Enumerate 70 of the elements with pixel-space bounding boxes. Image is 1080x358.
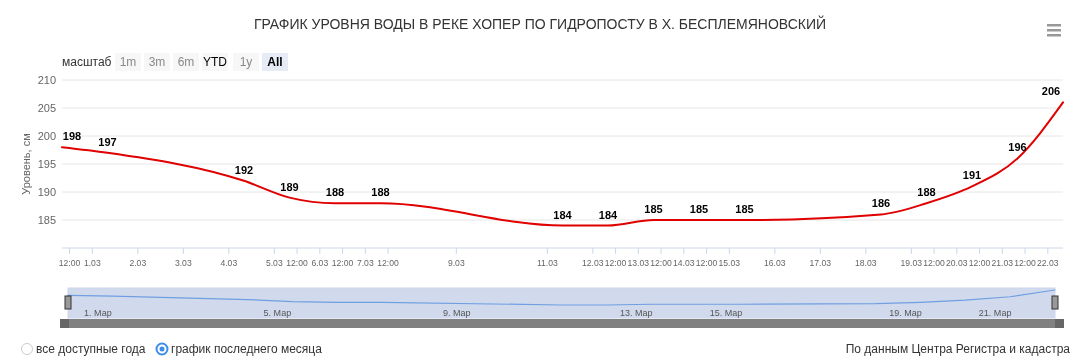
text: 1m bbox=[119, 55, 137, 69]
x-tick-label: 6.03 bbox=[311, 258, 329, 268]
text: All bbox=[267, 55, 283, 69]
x-tick-label: 12:00 bbox=[1014, 258, 1037, 268]
x-tick-label: 12:00 bbox=[650, 258, 673, 268]
data-label: 188 bbox=[371, 186, 390, 199]
data-label: 186 bbox=[871, 197, 891, 210]
y-tick-label: 205 bbox=[37, 102, 56, 114]
data-label: 188 bbox=[325, 186, 345, 199]
text: масштаб bbox=[62, 55, 112, 69]
x-tick-label: 21.03 bbox=[991, 258, 1014, 268]
x-tick-label: 21. Мар bbox=[978, 308, 1012, 318]
data-label: 185 bbox=[689, 203, 709, 215]
x-tick-label: 13. Мар bbox=[619, 308, 653, 318]
x-tick-label: 14.03 bbox=[673, 258, 695, 268]
x-tick-label: 5.03 bbox=[265, 258, 283, 268]
x-tick-label: 13.03 bbox=[627, 258, 650, 268]
x-tick-label: 12.03 bbox=[582, 258, 604, 268]
x-tick-label: 12:00 bbox=[58, 258, 81, 268]
x-tick-label: 15. Мар bbox=[709, 308, 743, 318]
x-tick-label: 12:00 bbox=[604, 258, 627, 268]
x-tick-label: 12:00 bbox=[968, 258, 991, 268]
text: По данным Центра Регистра и кадастра bbox=[845, 342, 1071, 356]
text: все доступные года bbox=[36, 342, 146, 356]
x-tick-label: 9.03 bbox=[447, 258, 465, 268]
x-tick-label: 12:00 bbox=[377, 258, 400, 268]
data-label: 206 bbox=[1041, 85, 1061, 98]
x-tick-label: 9. Мар bbox=[443, 308, 471, 318]
y-tick-label: 190 bbox=[37, 186, 56, 198]
y-tick-label: 195 bbox=[37, 158, 56, 170]
x-tick-label: 4.03 bbox=[220, 258, 238, 268]
x-tick-label: 22.03 bbox=[1037, 258, 1059, 268]
text: 3m bbox=[148, 55, 166, 69]
x-tick-label: 12:00 bbox=[923, 258, 946, 268]
x-tick-label: 20.03 bbox=[946, 258, 968, 268]
x-tick-label: 11.03 bbox=[536, 258, 558, 268]
data-label: 191 bbox=[962, 169, 982, 182]
data-label: 188 bbox=[917, 186, 936, 199]
x-tick-label: 5. Мар bbox=[263, 308, 292, 318]
y-tick-label: 200 bbox=[37, 130, 56, 142]
x-tick-label: 12:00 bbox=[695, 258, 718, 268]
data-label: 185 bbox=[735, 203, 754, 215]
y-tick-label: 185 bbox=[37, 214, 56, 226]
x-tick-label: 15.03 bbox=[718, 258, 741, 268]
text: график последнего месяца bbox=[171, 342, 323, 356]
x-tick-label: 7.03 bbox=[356, 258, 374, 268]
data-label: 197 bbox=[98, 135, 117, 148]
x-tick-label: 3.03 bbox=[174, 258, 192, 268]
x-tick-label: 12:00 bbox=[286, 258, 309, 268]
x-tick-label: 16.03 bbox=[764, 258, 786, 268]
text: 6m bbox=[177, 55, 195, 69]
x-tick-label: 17.03 bbox=[809, 258, 832, 268]
data-label: 189 bbox=[280, 180, 299, 193]
x-tick-label: 1.03 bbox=[83, 258, 101, 268]
x-tick-label: 2.03 bbox=[129, 258, 147, 268]
data-label: 196 bbox=[1008, 141, 1027, 154]
y-axis-title: Уровень, см bbox=[20, 133, 32, 195]
data-label: 184 bbox=[553, 208, 573, 221]
x-tick-label: 12:00 bbox=[331, 258, 354, 268]
x-tick-label: 19. Мар bbox=[889, 308, 922, 318]
chart-title: ГРАФИК УРОВНЯ ВОДЫ В РЕКЕ ХОПЕР ПО ГИДРОПОСТУ В Х. БЕСПЛЕМЯНОВСКИЙ bbox=[253, 15, 827, 32]
data-label: 184 bbox=[598, 208, 619, 221]
x-tick-label: 1. Мар bbox=[84, 308, 112, 318]
data-label: 185 bbox=[644, 203, 663, 215]
text: 1y bbox=[239, 55, 253, 69]
data-label: 198 bbox=[62, 130, 82, 143]
x-tick-label: 19.03 bbox=[900, 258, 923, 268]
x-tick-label: 18.03 bbox=[855, 258, 877, 268]
y-tick-label: 210 bbox=[37, 74, 56, 86]
data-label: 192 bbox=[234, 163, 254, 176]
